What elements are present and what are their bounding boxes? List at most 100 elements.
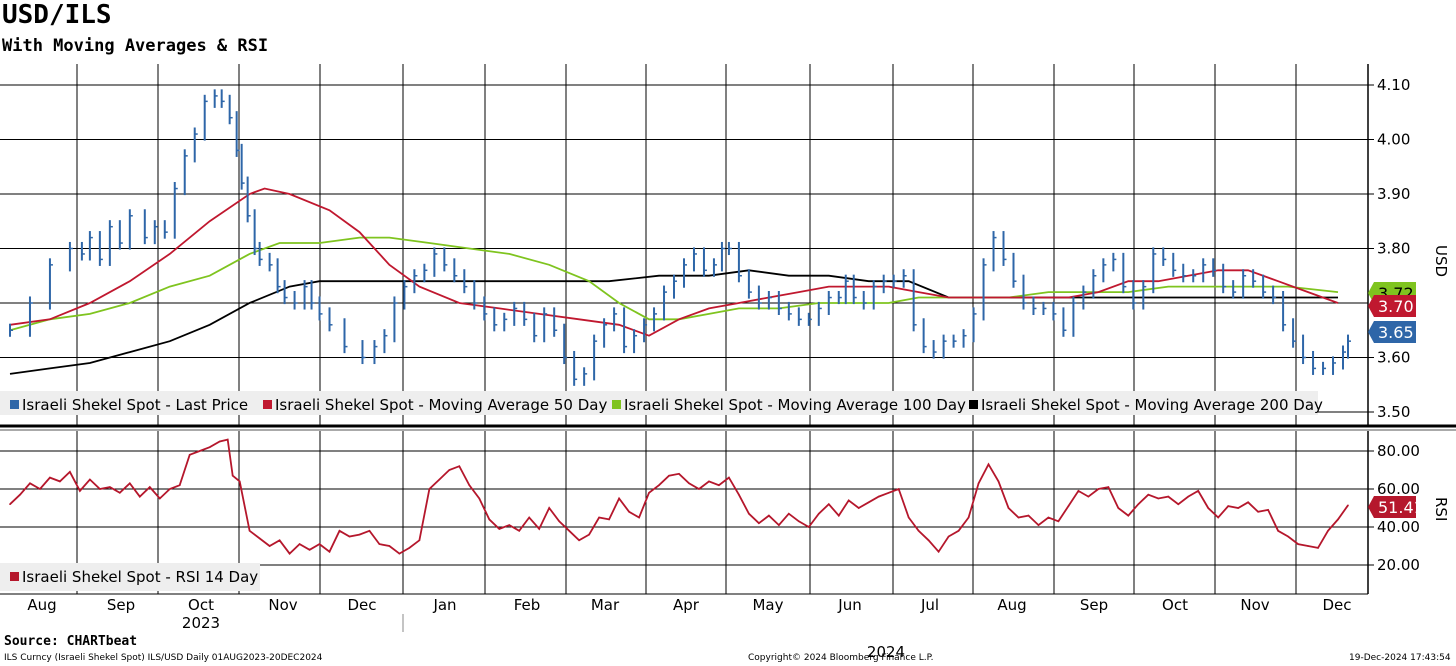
rsi-point-118 bbox=[1177, 503, 1180, 506]
rsi-point-11 bbox=[119, 492, 121, 494]
rsi-point-38 bbox=[378, 543, 381, 545]
rsi-point-6 bbox=[69, 471, 71, 473]
rsi-point-131 bbox=[1307, 545, 1309, 547]
x-month-label-16: Dec bbox=[1322, 596, 1351, 614]
rsi-point-65 bbox=[648, 492, 650, 494]
rsi-point-102 bbox=[1017, 516, 1020, 519]
rsi-point-105 bbox=[1047, 516, 1050, 519]
rsi-point-66 bbox=[658, 484, 660, 487]
rsi-point-49 bbox=[488, 518, 491, 521]
rsi-point-55 bbox=[548, 507, 550, 509]
x-year-label-0: 2023 bbox=[182, 614, 220, 632]
rsi-point-135 bbox=[1347, 504, 1349, 507]
x-month-label-10: Jun bbox=[837, 596, 861, 614]
rsi-point-133 bbox=[1327, 530, 1329, 532]
rsi-point-14 bbox=[148, 486, 151, 488]
rsi-point-13 bbox=[139, 495, 141, 498]
x-month-label-6: Feb bbox=[514, 596, 541, 614]
rsi-point-29 bbox=[288, 552, 291, 555]
rsi-point-130 bbox=[1297, 543, 1299, 545]
price-legend-label-2: Israeli Shekel Spot - Moving Average 100… bbox=[624, 396, 966, 414]
rsi-point-108 bbox=[1077, 490, 1080, 492]
price-ytick-label-4: 3.60 bbox=[1377, 349, 1410, 367]
rsi-point-20 bbox=[208, 446, 211, 449]
price-legend-swatch-1 bbox=[263, 400, 272, 409]
rsi-point-23 bbox=[231, 474, 234, 477]
x-month-label-9: May bbox=[752, 596, 783, 614]
rsi-point-1 bbox=[19, 493, 21, 496]
rsi-point-106 bbox=[1057, 520, 1060, 523]
rsi-point-69 bbox=[688, 482, 690, 485]
rsi-point-68 bbox=[678, 473, 680, 475]
rsi-point-21 bbox=[218, 440, 221, 443]
rsi-point-129 bbox=[1287, 535, 1289, 538]
rsi-point-97 bbox=[967, 516, 970, 519]
x-month-label-8: Apr bbox=[673, 596, 700, 614]
timestamp: 19-Dec-2024 17:43:54 bbox=[1349, 653, 1451, 663]
rsi-point-70 bbox=[698, 488, 700, 490]
rsi-point-76 bbox=[758, 522, 760, 524]
rsi-point-98 bbox=[977, 482, 980, 485]
rsi-point-24 bbox=[238, 480, 241, 483]
rsi-point-30 bbox=[298, 543, 301, 545]
rsi-ytick-label-0: 80.00 bbox=[1377, 442, 1420, 460]
rsi-point-27 bbox=[268, 545, 271, 547]
rsi-point-121 bbox=[1207, 507, 1210, 509]
rsi-point-78 bbox=[778, 524, 780, 526]
price-legend-swatch-0 bbox=[10, 400, 19, 409]
rsi-point-91 bbox=[907, 516, 910, 519]
rsi-point-87 bbox=[867, 501, 870, 504]
rsi-point-12 bbox=[129, 482, 131, 485]
badge-ma50-bg bbox=[1368, 295, 1416, 317]
chart-title: USD/ILS bbox=[2, 0, 112, 30]
rsi-ytick-label-3: 20.00 bbox=[1377, 556, 1420, 574]
rsi-point-122 bbox=[1217, 516, 1219, 519]
rsi-point-54 bbox=[538, 528, 541, 530]
rsi-point-19 bbox=[198, 450, 201, 452]
rsi-point-103 bbox=[1027, 514, 1030, 517]
rsi-point-81 bbox=[808, 526, 810, 528]
rsi-point-134 bbox=[1337, 518, 1339, 521]
rsi-point-111 bbox=[1107, 486, 1110, 488]
rsi-point-47 bbox=[468, 484, 471, 487]
series-line-1 bbox=[9, 187, 1339, 337]
rsi-point-4 bbox=[49, 476, 51, 479]
rsi-point-17 bbox=[178, 484, 181, 487]
rsi-y-axis-label: RSI bbox=[1432, 497, 1450, 521]
rsi-point-115 bbox=[1147, 493, 1150, 496]
rsi-point-34 bbox=[338, 530, 341, 532]
rsi-point-79 bbox=[788, 512, 790, 515]
rsi-point-124 bbox=[1237, 507, 1239, 509]
price-ytick-label-5: 3.50 bbox=[1377, 403, 1410, 421]
rsi-point-63 bbox=[628, 511, 630, 513]
rsi-point-56 bbox=[558, 520, 560, 523]
x-month-label-12: Aug bbox=[997, 596, 1026, 614]
rsi-point-95 bbox=[947, 535, 950, 538]
rsi-point-58 bbox=[578, 539, 580, 542]
rsi-point-42 bbox=[418, 539, 421, 542]
price-legend-label-1: Israeli Shekel Spot - Moving Average 50 … bbox=[275, 396, 607, 414]
rsi-point-93 bbox=[927, 539, 930, 542]
rsi-point-35 bbox=[348, 535, 351, 538]
rsi-point-0 bbox=[9, 503, 11, 506]
rsi-point-37 bbox=[368, 530, 371, 532]
x-month-label-1: Sep bbox=[107, 596, 135, 614]
x-month-label-15: Nov bbox=[1240, 596, 1269, 614]
x-month-label-5: Jan bbox=[432, 596, 456, 614]
rsi-point-18 bbox=[188, 454, 191, 456]
rsi-point-52 bbox=[518, 530, 521, 532]
price-legend-label-0: Israeli Shekel Spot - Last Price bbox=[22, 396, 248, 414]
rsi-point-96 bbox=[957, 530, 960, 532]
rsi-point-74 bbox=[738, 493, 740, 496]
rsi-point-127 bbox=[1267, 509, 1269, 511]
rsi-point-41 bbox=[408, 547, 411, 549]
x-month-label-4: Dec bbox=[347, 596, 376, 614]
badge-last-price-bg bbox=[1368, 321, 1416, 343]
rsi-point-25 bbox=[248, 530, 251, 532]
rsi-point-57 bbox=[568, 530, 570, 532]
x-month-label-11: Jul bbox=[920, 596, 939, 614]
rsi-point-77 bbox=[768, 514, 770, 517]
rsi-point-132 bbox=[1317, 547, 1319, 549]
